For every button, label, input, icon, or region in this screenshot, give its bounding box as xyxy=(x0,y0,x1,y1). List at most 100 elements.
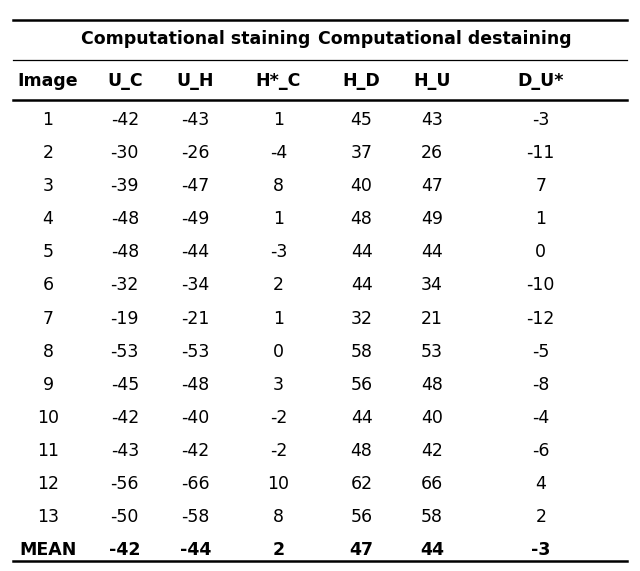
Text: -3: -3 xyxy=(269,243,287,262)
Text: Computational staining: Computational staining xyxy=(81,30,310,48)
Text: 2: 2 xyxy=(42,144,54,162)
Text: -40: -40 xyxy=(181,409,209,427)
Text: -2: -2 xyxy=(269,409,287,427)
Text: 56: 56 xyxy=(351,508,372,526)
Text: -49: -49 xyxy=(181,210,209,228)
Text: -56: -56 xyxy=(111,475,139,493)
Text: 11: 11 xyxy=(37,442,59,460)
Text: -10: -10 xyxy=(527,276,555,295)
Text: 62: 62 xyxy=(351,475,372,493)
Text: -66: -66 xyxy=(181,475,209,493)
Text: 3: 3 xyxy=(273,376,284,394)
Text: 0: 0 xyxy=(535,243,547,262)
Text: -11: -11 xyxy=(527,144,555,162)
Text: 32: 32 xyxy=(351,309,372,328)
Text: -42: -42 xyxy=(181,442,209,460)
Text: -43: -43 xyxy=(111,442,139,460)
Text: -32: -32 xyxy=(111,276,139,295)
Text: 2: 2 xyxy=(273,541,284,560)
Text: -26: -26 xyxy=(181,144,209,162)
Text: 44: 44 xyxy=(351,276,372,295)
Text: MEAN: MEAN xyxy=(19,541,77,560)
Text: 7: 7 xyxy=(535,177,547,195)
Text: 58: 58 xyxy=(351,343,372,361)
Text: 26: 26 xyxy=(421,144,443,162)
Text: -48: -48 xyxy=(111,243,139,262)
Text: -42: -42 xyxy=(109,541,141,560)
Text: 43: 43 xyxy=(421,111,443,129)
Text: -34: -34 xyxy=(181,276,209,295)
Text: 34: 34 xyxy=(421,276,443,295)
Text: H_U: H_U xyxy=(413,72,451,90)
Text: U_H: U_H xyxy=(177,72,214,90)
Text: 44: 44 xyxy=(420,541,444,560)
Text: 12: 12 xyxy=(37,475,59,493)
Text: -8: -8 xyxy=(532,376,550,394)
Text: 4: 4 xyxy=(43,210,53,228)
Text: 6: 6 xyxy=(42,276,54,295)
Text: -53: -53 xyxy=(111,343,139,361)
Text: 44: 44 xyxy=(351,409,372,427)
Text: -50: -50 xyxy=(111,508,139,526)
Text: -42: -42 xyxy=(111,111,139,129)
Text: 48: 48 xyxy=(421,376,443,394)
Text: 10: 10 xyxy=(37,409,59,427)
Text: 37: 37 xyxy=(351,144,372,162)
Text: H*_C: H*_C xyxy=(256,72,301,90)
Text: 8: 8 xyxy=(273,508,284,526)
Text: D_U*: D_U* xyxy=(518,72,564,90)
Text: H_D: H_D xyxy=(343,72,380,90)
Text: 56: 56 xyxy=(351,376,372,394)
Text: -30: -30 xyxy=(111,144,139,162)
Text: 7: 7 xyxy=(42,309,54,328)
Text: 58: 58 xyxy=(421,508,443,526)
Text: -4: -4 xyxy=(270,144,287,162)
Text: 48: 48 xyxy=(351,210,372,228)
Text: -44: -44 xyxy=(181,243,209,262)
Text: -12: -12 xyxy=(527,309,555,328)
Text: 1: 1 xyxy=(42,111,54,129)
Text: 1: 1 xyxy=(273,309,284,328)
Text: 3: 3 xyxy=(42,177,54,195)
Text: 47: 47 xyxy=(421,177,443,195)
Text: 1: 1 xyxy=(273,210,284,228)
Text: -3: -3 xyxy=(532,111,550,129)
Text: 44: 44 xyxy=(351,243,372,262)
Text: 21: 21 xyxy=(421,309,443,328)
Text: -43: -43 xyxy=(181,111,209,129)
Text: U_C: U_C xyxy=(107,72,143,90)
Text: 40: 40 xyxy=(351,177,372,195)
Text: -45: -45 xyxy=(111,376,139,394)
Text: 49: 49 xyxy=(421,210,443,228)
Text: -21: -21 xyxy=(181,309,209,328)
Text: 0: 0 xyxy=(273,343,284,361)
Text: -48: -48 xyxy=(111,210,139,228)
Text: 9: 9 xyxy=(42,376,54,394)
Text: -44: -44 xyxy=(179,541,211,560)
Text: 42: 42 xyxy=(421,442,443,460)
Text: -2: -2 xyxy=(269,442,287,460)
Text: 1: 1 xyxy=(273,111,284,129)
Text: 47: 47 xyxy=(349,541,374,560)
Text: 10: 10 xyxy=(268,475,289,493)
Text: -3: -3 xyxy=(531,541,550,560)
Text: 66: 66 xyxy=(421,475,443,493)
Text: 8: 8 xyxy=(273,177,284,195)
Text: Computational destaining: Computational destaining xyxy=(318,30,572,48)
Text: 13: 13 xyxy=(37,508,59,526)
Text: 40: 40 xyxy=(421,409,443,427)
Text: 2: 2 xyxy=(273,276,284,295)
Text: -6: -6 xyxy=(532,442,550,460)
Text: -5: -5 xyxy=(532,343,550,361)
Text: 8: 8 xyxy=(42,343,54,361)
Text: 48: 48 xyxy=(351,442,372,460)
Text: 4: 4 xyxy=(536,475,546,493)
Text: -48: -48 xyxy=(181,376,209,394)
Text: -58: -58 xyxy=(181,508,209,526)
Text: Image: Image xyxy=(18,72,78,90)
Text: -53: -53 xyxy=(181,343,209,361)
Text: 53: 53 xyxy=(421,343,443,361)
Text: 2: 2 xyxy=(535,508,547,526)
Text: 1: 1 xyxy=(535,210,547,228)
Text: -4: -4 xyxy=(532,409,549,427)
